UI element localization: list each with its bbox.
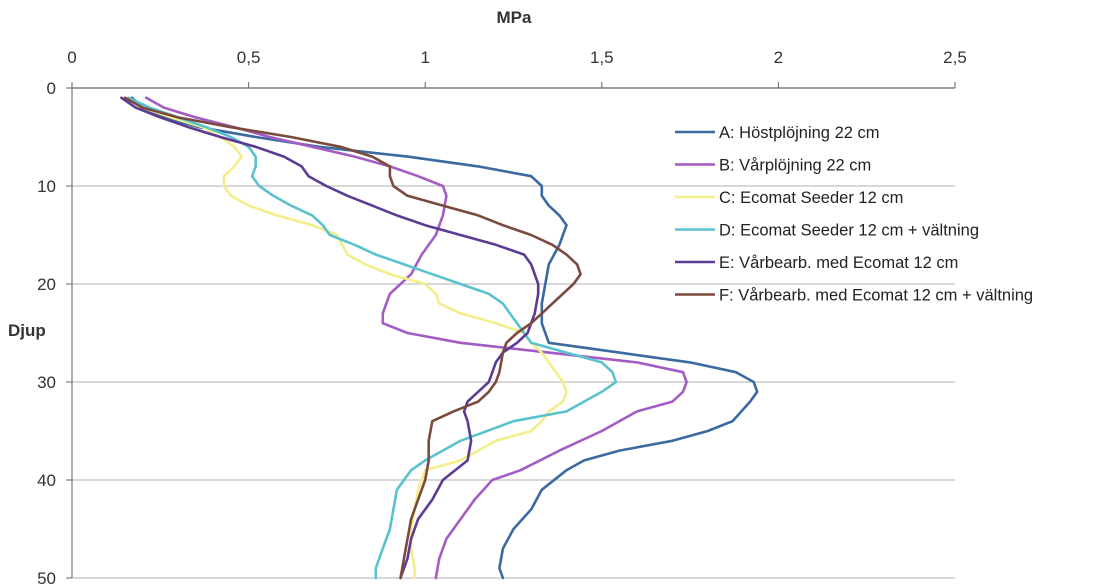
series-line-b [144,96,688,580]
y-tick-label-10: 10 [37,177,56,196]
y-tick-label-0: 0 [47,79,56,98]
x-axis-title: MPa [497,8,533,27]
legend-c-label: C: Ecomat Seeder 12 cm [719,189,903,207]
axes: 0 10 20 30 40 50 0 0,5 1 1,5 2 2,5 MPa Djup [8,8,967,586]
x-tick-label-0: 0 [67,48,76,67]
x-tick-label-1: 1 [420,48,429,67]
x-tick-label-0,5: 0,5 [237,48,261,67]
y-tick-label-30: 30 [37,373,56,392]
series-line-a [130,96,759,580]
y-tick-label-40: 40 [37,471,56,490]
legend-f-label: F: Vårbearb. med Ecomat 12 cm + vältning [719,287,1033,305]
legend-d-label: D: Ecomat Seeder 12 cm + vältning [719,222,979,240]
legend: A: Höstplöjning 22 cm B: Vårplöjning 22 c… [675,124,1033,305]
series-line-d [127,96,618,580]
series-lines [120,96,759,580]
gridlines [72,185,955,579]
legend-e-label: E: Vårbearb. med Ecomat 12 cm [719,254,958,272]
legend-b-label: B: Vårplöjning 22 cm [719,157,871,175]
series-line-f [123,96,582,580]
x-tick-label-2,5: 2,5 [943,48,967,67]
y-tick-label-50: 50 [37,569,56,586]
x-tick-label-2: 2 [774,48,783,67]
legend-a-label: A: Höstplöjning 22 cm [719,124,880,142]
series-line-e [120,96,540,580]
series-line-c [123,96,568,580]
y-axis-title: Djup [8,321,46,340]
x-tick-label-1,5: 1,5 [590,48,614,67]
y-tick-label-20: 20 [37,275,56,294]
